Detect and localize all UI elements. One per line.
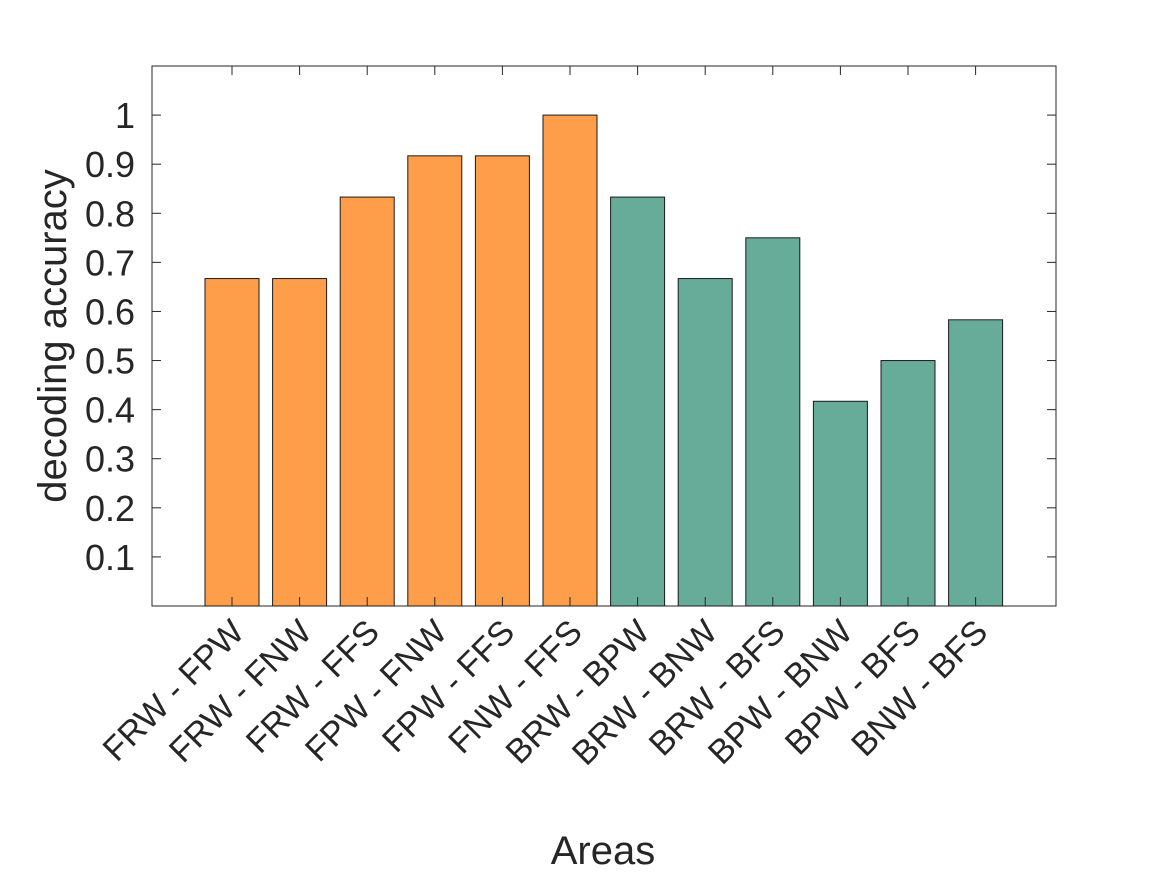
y-tick-label-8: 0.9	[85, 144, 135, 185]
y-tick-label-9: 1	[115, 95, 135, 136]
ticks-layer	[152, 66, 1056, 606]
bar-1	[272, 278, 328, 607]
bar-0	[204, 278, 260, 607]
bar-10	[880, 360, 936, 607]
bar-7	[677, 278, 733, 607]
bar-5	[542, 114, 598, 607]
y-tick-label-2: 0.3	[85, 439, 135, 480]
bar-11	[948, 319, 1004, 607]
y-tick-label-7: 0.8	[85, 193, 135, 234]
y-tick-label-0: 0.1	[85, 537, 135, 578]
y-tick-label-5: 0.6	[85, 291, 135, 332]
bar-2	[339, 196, 395, 607]
bar-6	[610, 196, 666, 607]
bar-8	[745, 237, 801, 607]
x-axis-label: Areas	[551, 829, 656, 873]
y-tick-label-6: 0.7	[85, 242, 135, 283]
y-tick-label-1: 0.2	[85, 488, 135, 529]
bars-layer	[204, 114, 1004, 607]
y-axis-label: decoding accuracy	[31, 169, 75, 503]
bar-4	[474, 155, 530, 607]
bar-9	[812, 400, 868, 607]
y-tick-label-4: 0.5	[85, 341, 135, 382]
bar-3	[407, 155, 463, 607]
y-tick-label-3: 0.4	[85, 390, 135, 431]
